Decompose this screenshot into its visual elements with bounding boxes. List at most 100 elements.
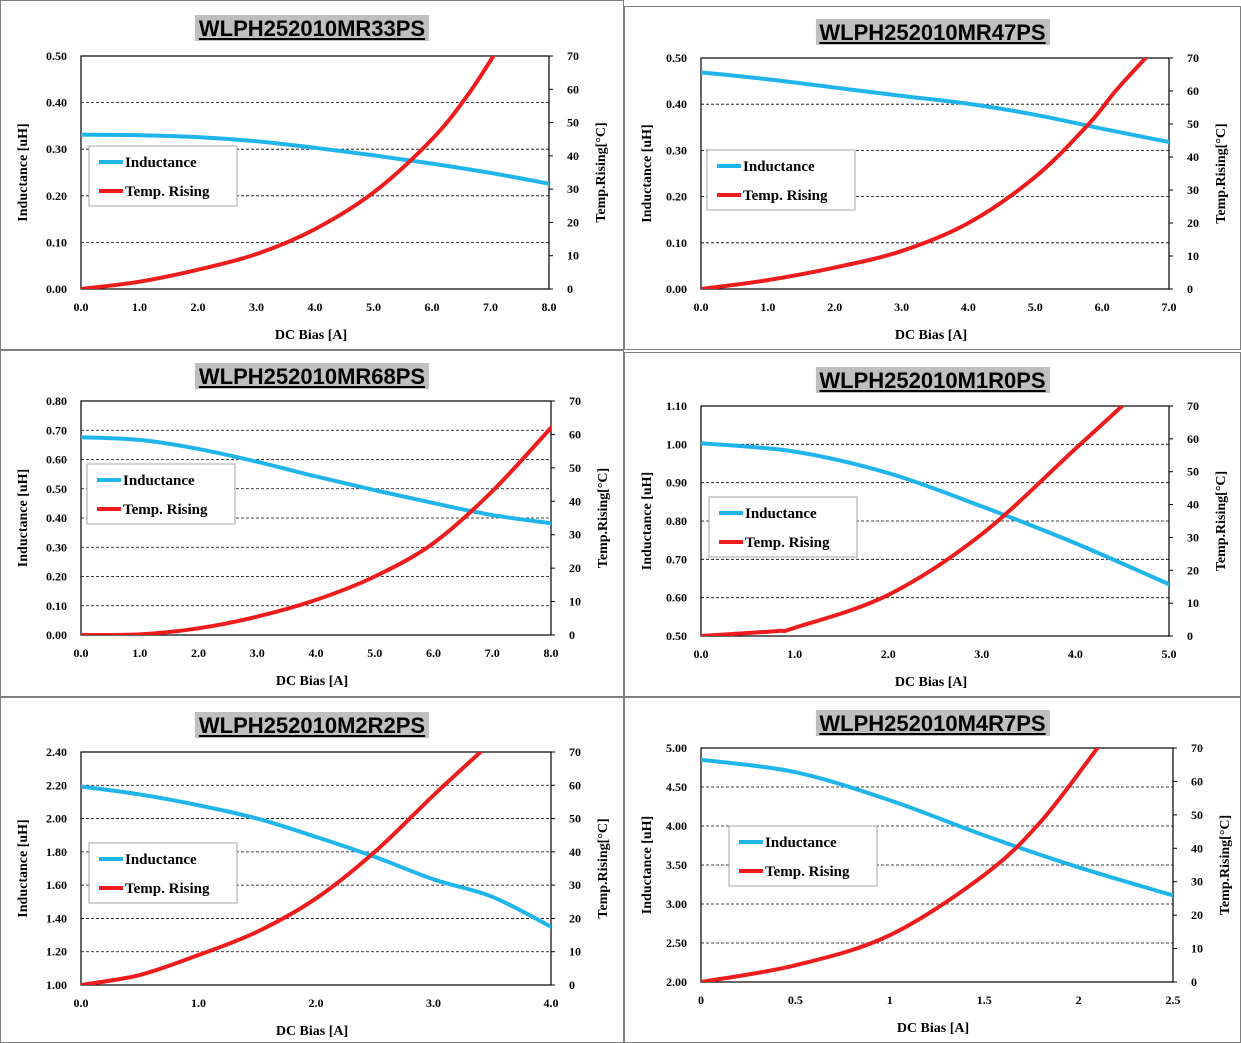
legend: Inductance Temp. Rising bbox=[728, 825, 878, 887]
y2-tick-label: 0 bbox=[1187, 282, 1193, 296]
y2-tick-label: 20 bbox=[567, 215, 579, 229]
x-tick-label: 5.0 bbox=[1028, 300, 1043, 314]
x-tick-label: 3.0 bbox=[249, 300, 264, 314]
y-tick-label: 1.80 bbox=[46, 845, 67, 859]
x-tick-label: 0.0 bbox=[74, 646, 89, 660]
legend-label: Temp. Rising bbox=[123, 502, 208, 518]
plot-frame bbox=[80, 400, 552, 636]
y-tick-label: 0.00 bbox=[46, 628, 67, 642]
y-tick-label: 1.40 bbox=[46, 911, 67, 925]
legend-label: Inductance bbox=[765, 835, 837, 851]
chart-svg: 0.00 0.10 0.20 0.30 0.40 0.50 0 10 20 30 40 50 60 70 0… bbox=[16, 49, 609, 343]
plot-frame bbox=[80, 55, 550, 290]
x-tick-label: 8.0 bbox=[542, 300, 557, 314]
x-tick-label: 4.0 bbox=[308, 300, 323, 314]
legend-box bbox=[88, 842, 238, 904]
x-tick-label: 1.0 bbox=[132, 300, 147, 314]
y-tick-label: 3.50 bbox=[666, 858, 687, 872]
legend-label: Inductance bbox=[125, 155, 197, 171]
x-tick-label: 2 bbox=[1076, 993, 1082, 1007]
x-tick-label: 7.0 bbox=[1162, 300, 1177, 314]
x-tick-label: 2.0 bbox=[191, 646, 206, 660]
y2-tick-label: 70 bbox=[1187, 399, 1199, 413]
y2-axis-label: Temp.Rising[°C] bbox=[1218, 815, 1233, 915]
x-axis-label: DC Bias [A] bbox=[895, 675, 967, 690]
legend-label: Temp. Rising bbox=[765, 864, 850, 880]
chart-title: WLPH252010MR68PS bbox=[194, 363, 430, 389]
y-tick-label: 0.40 bbox=[46, 96, 67, 110]
chart-panel: WLPH252010MR68PS 0.00 0.10 0.20 0.30 0.40 0.50… bbox=[0, 350, 624, 697]
x-tick-label: 1.5 bbox=[977, 993, 992, 1007]
y-tick-label: 2.20 bbox=[46, 778, 67, 792]
chart-svg: 1.00 1.20 1.40 1.60 1.80 2.00 2.20 2.40 0 10 20 30 4… bbox=[16, 745, 611, 1039]
x-tick-label: 0.5 bbox=[788, 993, 803, 1007]
y-tick-label: 1.20 bbox=[46, 945, 67, 959]
y-axis-label: Inductance [uH] bbox=[640, 472, 655, 570]
y-tick-label: 4.50 bbox=[666, 780, 687, 794]
y2-tick-label: 40 bbox=[569, 845, 581, 859]
y2-tick-label: 40 bbox=[1187, 150, 1199, 164]
y2-axis-label: Temp.Rising[°C] bbox=[1214, 471, 1229, 571]
temp-rising-line bbox=[701, 748, 1100, 982]
y2-tick-label: 50 bbox=[567, 116, 579, 130]
y-tick-label: 0.50 bbox=[46, 482, 67, 496]
chart-svg: 0.00 0.10 0.20 0.30 0.40 0.50 0.60 0.70 0.80 0 10 2… bbox=[16, 394, 611, 689]
y2-tick-label: 60 bbox=[1191, 774, 1203, 788]
x-tick-label: 0.0 bbox=[694, 647, 709, 661]
chart-panel: WLPH252010MR47PS 0.00 0.10 0.20 0.30 0.40 0.50… bbox=[624, 6, 1241, 350]
chart-title: WLPH252010M4R7PS bbox=[815, 710, 1050, 736]
y2-tick-label: 60 bbox=[567, 82, 579, 96]
chart-panel: WLPH252010MR33PS 0.00 0.10 0.20 0.30 0.40 0.50… bbox=[0, 0, 624, 350]
x-tick-label: 2.0 bbox=[827, 300, 842, 314]
y2-tick-label: 60 bbox=[569, 778, 581, 792]
x-tick-label: 4.0 bbox=[544, 996, 559, 1010]
chart-title: WLPH252010MR33PS bbox=[194, 15, 430, 41]
x-tick-label: 6.0 bbox=[426, 646, 441, 660]
y-tick-label: 0.90 bbox=[666, 476, 687, 490]
y2-tick-label: 0 bbox=[1191, 975, 1197, 989]
chart-panel: WLPH252010M2R2PS 1.00 1.20 1.40 1.60 1.80 2.00… bbox=[0, 697, 624, 1043]
x-tick-label: 5.0 bbox=[367, 646, 382, 660]
plot-frame bbox=[700, 57, 1170, 290]
x-tick-label: 2.0 bbox=[881, 647, 896, 661]
y-tick-label: 4.00 bbox=[666, 819, 687, 833]
x-tick-label: 3.0 bbox=[426, 996, 441, 1010]
legend-label: Temp. Rising bbox=[125, 881, 210, 897]
y-axis-label: Inductance [uH] bbox=[640, 816, 655, 914]
x-tick-label: 7.0 bbox=[485, 646, 500, 660]
plot-frame bbox=[700, 747, 1174, 983]
y2-tick-label: 70 bbox=[569, 394, 581, 408]
y-tick-label: 0.50 bbox=[46, 49, 67, 63]
y2-tick-label: 30 bbox=[569, 878, 581, 892]
x-tick-label: 6.0 bbox=[425, 300, 440, 314]
y-tick-label: 0.70 bbox=[46, 423, 67, 437]
y2-tick-label: 30 bbox=[1191, 875, 1203, 889]
y2-tick-label: 0 bbox=[569, 628, 575, 642]
y-tick-label: 0.50 bbox=[666, 629, 687, 643]
x-tick-label: 3.0 bbox=[894, 300, 909, 314]
y2-tick-label: 50 bbox=[1191, 808, 1203, 822]
y-tick-label: 2.50 bbox=[666, 936, 687, 950]
x-tick-label: 4.0 bbox=[1068, 647, 1083, 661]
y-tick-label: 1.60 bbox=[46, 878, 67, 892]
legend: Inductance Temp. Rising bbox=[706, 149, 856, 211]
y2-tick-label: 30 bbox=[1187, 183, 1199, 197]
chart-title: WLPH252010M2R2PS bbox=[194, 712, 430, 738]
y-tick-label: 0.20 bbox=[46, 189, 67, 203]
inductance-line bbox=[701, 441, 1169, 587]
legend-label: Inductance bbox=[743, 159, 815, 175]
x-tick-label: 1 bbox=[887, 993, 893, 1007]
legend-label: Inductance bbox=[745, 506, 817, 522]
y-tick-label: 5.00 bbox=[666, 741, 687, 755]
x-tick-label: 3.0 bbox=[250, 646, 265, 660]
y2-tick-label: 40 bbox=[1187, 498, 1199, 512]
y2-axis-label: Temp.Rising[°C] bbox=[1214, 123, 1229, 223]
temp-rising-line bbox=[81, 425, 551, 635]
y2-tick-label: 30 bbox=[569, 528, 581, 542]
legend: Inductance Temp. Rising bbox=[86, 463, 236, 525]
y-tick-label: 0.20 bbox=[666, 190, 687, 204]
y-tick-label: 2.00 bbox=[46, 812, 67, 826]
inductance-line bbox=[701, 757, 1173, 898]
y2-tick-label: 50 bbox=[1187, 117, 1199, 131]
legend-box bbox=[88, 145, 238, 207]
